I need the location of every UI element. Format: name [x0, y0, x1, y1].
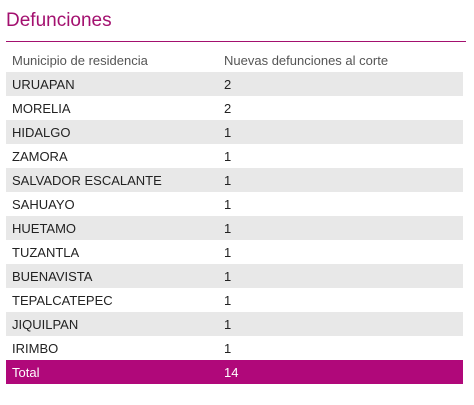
municipio-cell: MORELIA [6, 96, 218, 120]
total-row: Total 14 [6, 360, 463, 384]
table-row: ZAMORA 1 [6, 144, 463, 168]
table-row: TEPALCATEPEC 1 [6, 288, 463, 312]
defunciones-panel: Defunciones Municipio de residencia Nuev… [6, 8, 466, 384]
table-row: HIDALGO 1 [6, 120, 463, 144]
municipio-cell: SAHUAYO [6, 192, 218, 216]
municipio-cell: TEPALCATEPEC [6, 288, 218, 312]
defunciones-cell: 1 [218, 336, 463, 360]
municipio-cell: SALVADOR ESCALANTE [6, 168, 218, 192]
table-row: JIQUILPAN 1 [6, 312, 463, 336]
table-header-row: Municipio de residencia Nuevas defuncion… [6, 48, 463, 72]
total-label: Total [6, 360, 218, 384]
defunciones-cell: 1 [218, 216, 463, 240]
defunciones-cell: 1 [218, 312, 463, 336]
defunciones-cell: 2 [218, 72, 463, 96]
defunciones-cell: 1 [218, 288, 463, 312]
defunciones-cell: 1 [218, 264, 463, 288]
table-row: MORELIA 2 [6, 96, 463, 120]
defunciones-cell: 1 [218, 168, 463, 192]
defunciones-table: Municipio de residencia Nuevas defuncion… [6, 48, 463, 384]
table-row: SAHUAYO 1 [6, 192, 463, 216]
column-header-municipio: Municipio de residencia [12, 52, 148, 68]
total-value: 14 [218, 360, 463, 384]
page-title: Defunciones [6, 10, 112, 31]
table-row: TUZANTLA 1 [6, 240, 463, 264]
municipio-cell: HUETAMO [6, 216, 218, 240]
column-header-defunciones: Nuevas defunciones al corte [224, 52, 389, 68]
defunciones-cell: 1 [218, 120, 463, 144]
municipio-cell: URUAPAN [6, 72, 218, 96]
table-row: HUETAMO 1 [6, 216, 463, 240]
table-row: BUENAVISTA 1 [6, 264, 463, 288]
defunciones-cell: 1 [218, 240, 463, 264]
table-row: URUAPAN 2 [6, 72, 463, 96]
municipio-cell: ZAMORA [6, 144, 218, 168]
title-divider [6, 41, 466, 42]
defunciones-cell: 2 [218, 96, 463, 120]
defunciones-cell: 1 [218, 192, 463, 216]
municipio-cell: IRIMBO [6, 336, 218, 360]
municipio-cell: BUENAVISTA [6, 264, 218, 288]
municipio-cell: JIQUILPAN [6, 312, 218, 336]
table-row: IRIMBO 1 [6, 336, 463, 360]
municipio-cell: HIDALGO [6, 120, 218, 144]
municipio-cell: TUZANTLA [6, 240, 218, 264]
defunciones-cell: 1 [218, 144, 463, 168]
table-row: SALVADOR ESCALANTE 1 [6, 168, 463, 192]
